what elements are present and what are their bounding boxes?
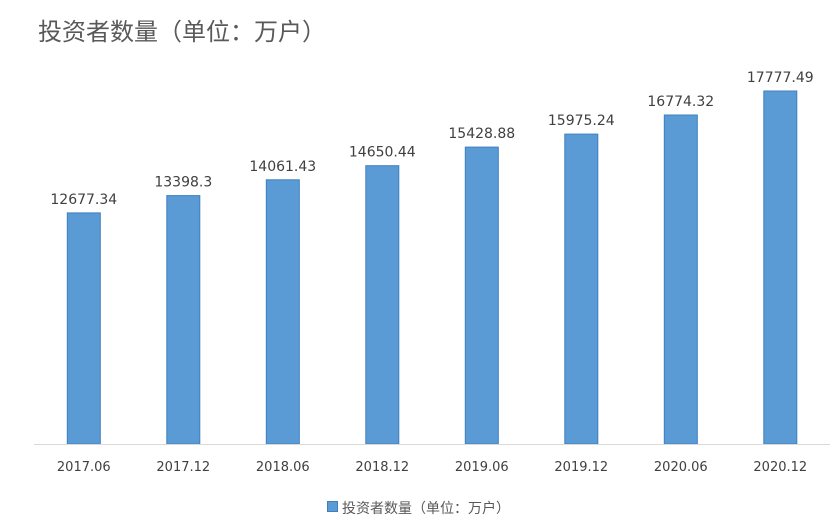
bar-2018.06 [265, 179, 300, 445]
chart-title: 投资者数量（单位：万户） [38, 18, 326, 46]
x-tick-label-2019.12: 2019.12 [554, 460, 608, 475]
legend-label: 投资者数量（单位：万户） [342, 501, 510, 517]
bar-2018.12 [365, 165, 400, 445]
data-label-2017.06: 12677.34 [50, 192, 117, 208]
data-label-2017.12: 13398.3 [154, 175, 212, 191]
data-label-2018.12: 14650.44 [349, 145, 416, 161]
x-tick-label-2020.12: 2020.12 [753, 460, 807, 475]
data-label-2018.06: 14061.43 [249, 159, 316, 175]
data-label-2020.12: 17777.49 [747, 70, 814, 86]
bar-series [66, 90, 798, 445]
bar-2020.06 [663, 114, 698, 445]
bar-2019.06 [464, 146, 499, 445]
x-tick-label-2017.06: 2017.06 [57, 460, 111, 475]
bar-2017.12 [166, 195, 201, 445]
data-labels: 12677.34 13398.3 14061.43 14650.44 15428.88 1… [50, 70, 813, 208]
legend-swatch [327, 501, 338, 512]
x-tick-label-2018.06: 2018.06 [256, 460, 310, 475]
legend: 投资者数量（单位：万户） [0, 498, 837, 518]
bar-2017.06 [66, 212, 101, 445]
x-tick-label-2019.06: 2019.06 [455, 460, 509, 475]
data-label-2019.06: 15428.88 [448, 126, 515, 142]
data-label-2019.12: 15975.24 [548, 113, 615, 129]
data-label-2020.06: 16774.32 [647, 94, 714, 110]
bar-2020.12 [763, 90, 798, 445]
bar-2019.12 [564, 133, 599, 445]
x-tick-label-2017.12: 2017.12 [156, 460, 210, 475]
x-tick-label-2018.12: 2018.12 [355, 460, 409, 475]
x-tick-labels: 2017.06 2017.12 2018.06 2018.12 2019.06 2019.… [57, 460, 807, 475]
x-tick-label-2020.06: 2020.06 [654, 460, 708, 475]
